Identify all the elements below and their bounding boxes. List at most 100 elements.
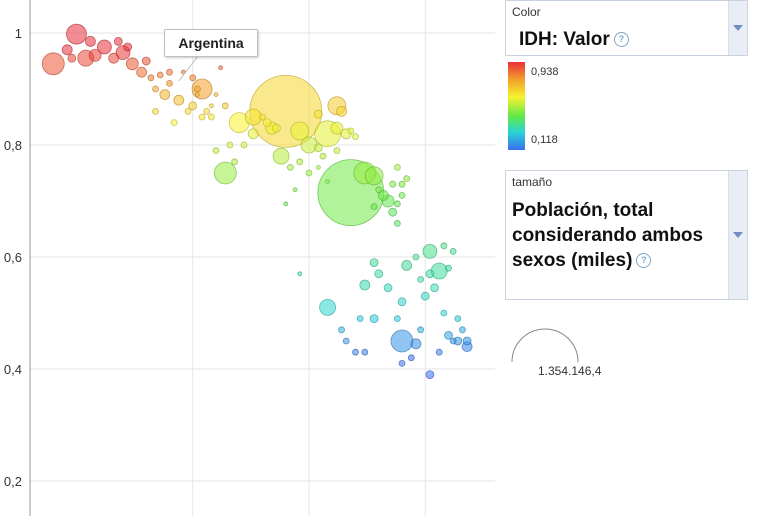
data-bubble[interactable] bbox=[67, 53, 77, 63]
data-bubble[interactable] bbox=[393, 315, 401, 323]
data-bubble[interactable] bbox=[173, 94, 185, 106]
data-bubble[interactable] bbox=[113, 37, 123, 46]
data-bubble[interactable] bbox=[444, 330, 453, 340]
data-bubble[interactable] bbox=[425, 370, 435, 380]
data-bubble[interactable] bbox=[417, 326, 425, 334]
data-bubble[interactable] bbox=[462, 336, 472, 346]
data-bubble[interactable] bbox=[125, 57, 139, 71]
data-bubble[interactable] bbox=[249, 75, 323, 148]
data-bubble[interactable] bbox=[401, 259, 413, 271]
data-bubble[interactable] bbox=[313, 143, 323, 153]
data-bubble[interactable] bbox=[352, 348, 359, 356]
data-bubble[interactable] bbox=[221, 102, 229, 110]
data-bubble[interactable] bbox=[208, 103, 214, 109]
data-bubble[interactable] bbox=[352, 133, 359, 141]
data-bubble[interactable] bbox=[313, 109, 323, 119]
data-bubble[interactable] bbox=[231, 158, 239, 166]
data-bubble[interactable] bbox=[166, 68, 173, 76]
data-bubble[interactable] bbox=[315, 164, 321, 170]
data-bubble[interactable] bbox=[369, 258, 379, 268]
data-bubble[interactable] bbox=[398, 180, 406, 188]
data-bubble[interactable] bbox=[403, 175, 411, 183]
data-bubble[interactable] bbox=[152, 85, 159, 93]
data-bubble[interactable] bbox=[393, 200, 401, 208]
data-bubble[interactable] bbox=[398, 191, 406, 199]
data-bubble[interactable] bbox=[213, 161, 237, 185]
data-bubble[interactable] bbox=[97, 39, 112, 55]
data-bubble[interactable] bbox=[283, 201, 289, 207]
help-icon[interactable]: ? bbox=[613, 32, 629, 48]
data-bubble[interactable] bbox=[422, 243, 438, 259]
data-bubble[interactable] bbox=[296, 158, 304, 166]
help-icon[interactable]: ? bbox=[636, 253, 652, 269]
data-bubble[interactable] bbox=[333, 147, 341, 155]
data-bubble[interactable] bbox=[262, 118, 272, 127]
data-bubble[interactable] bbox=[364, 166, 384, 186]
data-bubble[interactable] bbox=[430, 283, 439, 293]
data-bubble[interactable] bbox=[300, 136, 318, 154]
data-bubble[interactable] bbox=[383, 283, 393, 293]
data-bubble[interactable] bbox=[435, 348, 443, 356]
data-bubble[interactable] bbox=[189, 74, 197, 82]
data-bubble[interactable] bbox=[393, 163, 401, 171]
data-bubble[interactable] bbox=[393, 219, 401, 227]
data-bubble[interactable] bbox=[330, 121, 344, 135]
data-bubble[interactable] bbox=[184, 108, 192, 115]
data-bubble[interactable] bbox=[297, 271, 303, 277]
data-bubble[interactable] bbox=[272, 147, 290, 165]
data-bubble[interactable] bbox=[388, 207, 398, 217]
data-bubble[interactable] bbox=[449, 337, 457, 345]
data-bubble[interactable] bbox=[454, 315, 462, 323]
data-bubble[interactable] bbox=[156, 71, 164, 79]
data-bubble[interactable] bbox=[203, 108, 211, 115]
dropdown-arrow-icon[interactable] bbox=[728, 1, 747, 55]
data-bubble[interactable] bbox=[417, 275, 425, 283]
data-bubble[interactable] bbox=[445, 264, 452, 272]
data-bubble[interactable] bbox=[425, 269, 435, 279]
data-bubble[interactable] bbox=[410, 338, 422, 350]
data-bubble[interactable] bbox=[194, 92, 200, 97]
data-bubble[interactable] bbox=[319, 152, 327, 160]
data-bubble[interactable] bbox=[159, 89, 171, 100]
data-bubble[interactable] bbox=[166, 80, 173, 87]
data-bubble[interactable] bbox=[152, 108, 159, 115]
data-bubble[interactable] bbox=[305, 169, 313, 177]
data-bubble[interactable] bbox=[420, 291, 430, 301]
data-bubble[interactable] bbox=[292, 187, 298, 193]
data-bubble[interactable] bbox=[259, 113, 266, 121]
data-bubble[interactable] bbox=[272, 123, 281, 133]
data-bubble[interactable] bbox=[440, 242, 448, 250]
data-bubble[interactable] bbox=[336, 106, 347, 117]
data-bubble[interactable] bbox=[440, 309, 448, 317]
data-bubble[interactable] bbox=[108, 52, 120, 64]
data-bubble[interactable] bbox=[407, 354, 415, 362]
data-bubble[interactable] bbox=[170, 119, 178, 126]
data-bubble[interactable] bbox=[359, 279, 371, 291]
data-bubble[interactable] bbox=[85, 36, 96, 47]
size-selector[interactable]: tamaño Población, total considerando amb… bbox=[505, 170, 748, 300]
data-bubble[interactable] bbox=[213, 92, 219, 97]
data-bubble[interactable] bbox=[412, 253, 420, 261]
data-bubble[interactable] bbox=[207, 113, 215, 121]
data-bubble[interactable] bbox=[198, 113, 206, 121]
data-bubble[interactable] bbox=[325, 178, 331, 184]
data-bubble[interactable] bbox=[193, 85, 201, 93]
data-bubble[interactable] bbox=[361, 348, 369, 356]
data-bubble[interactable] bbox=[141, 56, 151, 66]
data-bubble[interactable] bbox=[377, 189, 389, 201]
data-bubble[interactable] bbox=[449, 247, 457, 255]
data-bubble[interactable] bbox=[338, 326, 345, 334]
data-bubble[interactable] bbox=[240, 141, 248, 149]
data-bubble[interactable] bbox=[374, 269, 384, 279]
data-bubble[interactable] bbox=[347, 127, 355, 135]
data-bubble[interactable] bbox=[375, 186, 383, 194]
data-bubble[interactable] bbox=[247, 128, 259, 140]
data-bubble[interactable] bbox=[319, 298, 337, 316]
data-bubble[interactable] bbox=[342, 337, 350, 345]
data-bubble[interactable] bbox=[136, 66, 148, 78]
data-bubble[interactable] bbox=[244, 108, 262, 126]
data-bubble[interactable] bbox=[212, 147, 220, 155]
data-bubble[interactable] bbox=[88, 49, 102, 62]
data-bubble[interactable] bbox=[369, 314, 379, 324]
data-bubble[interactable] bbox=[226, 141, 234, 149]
